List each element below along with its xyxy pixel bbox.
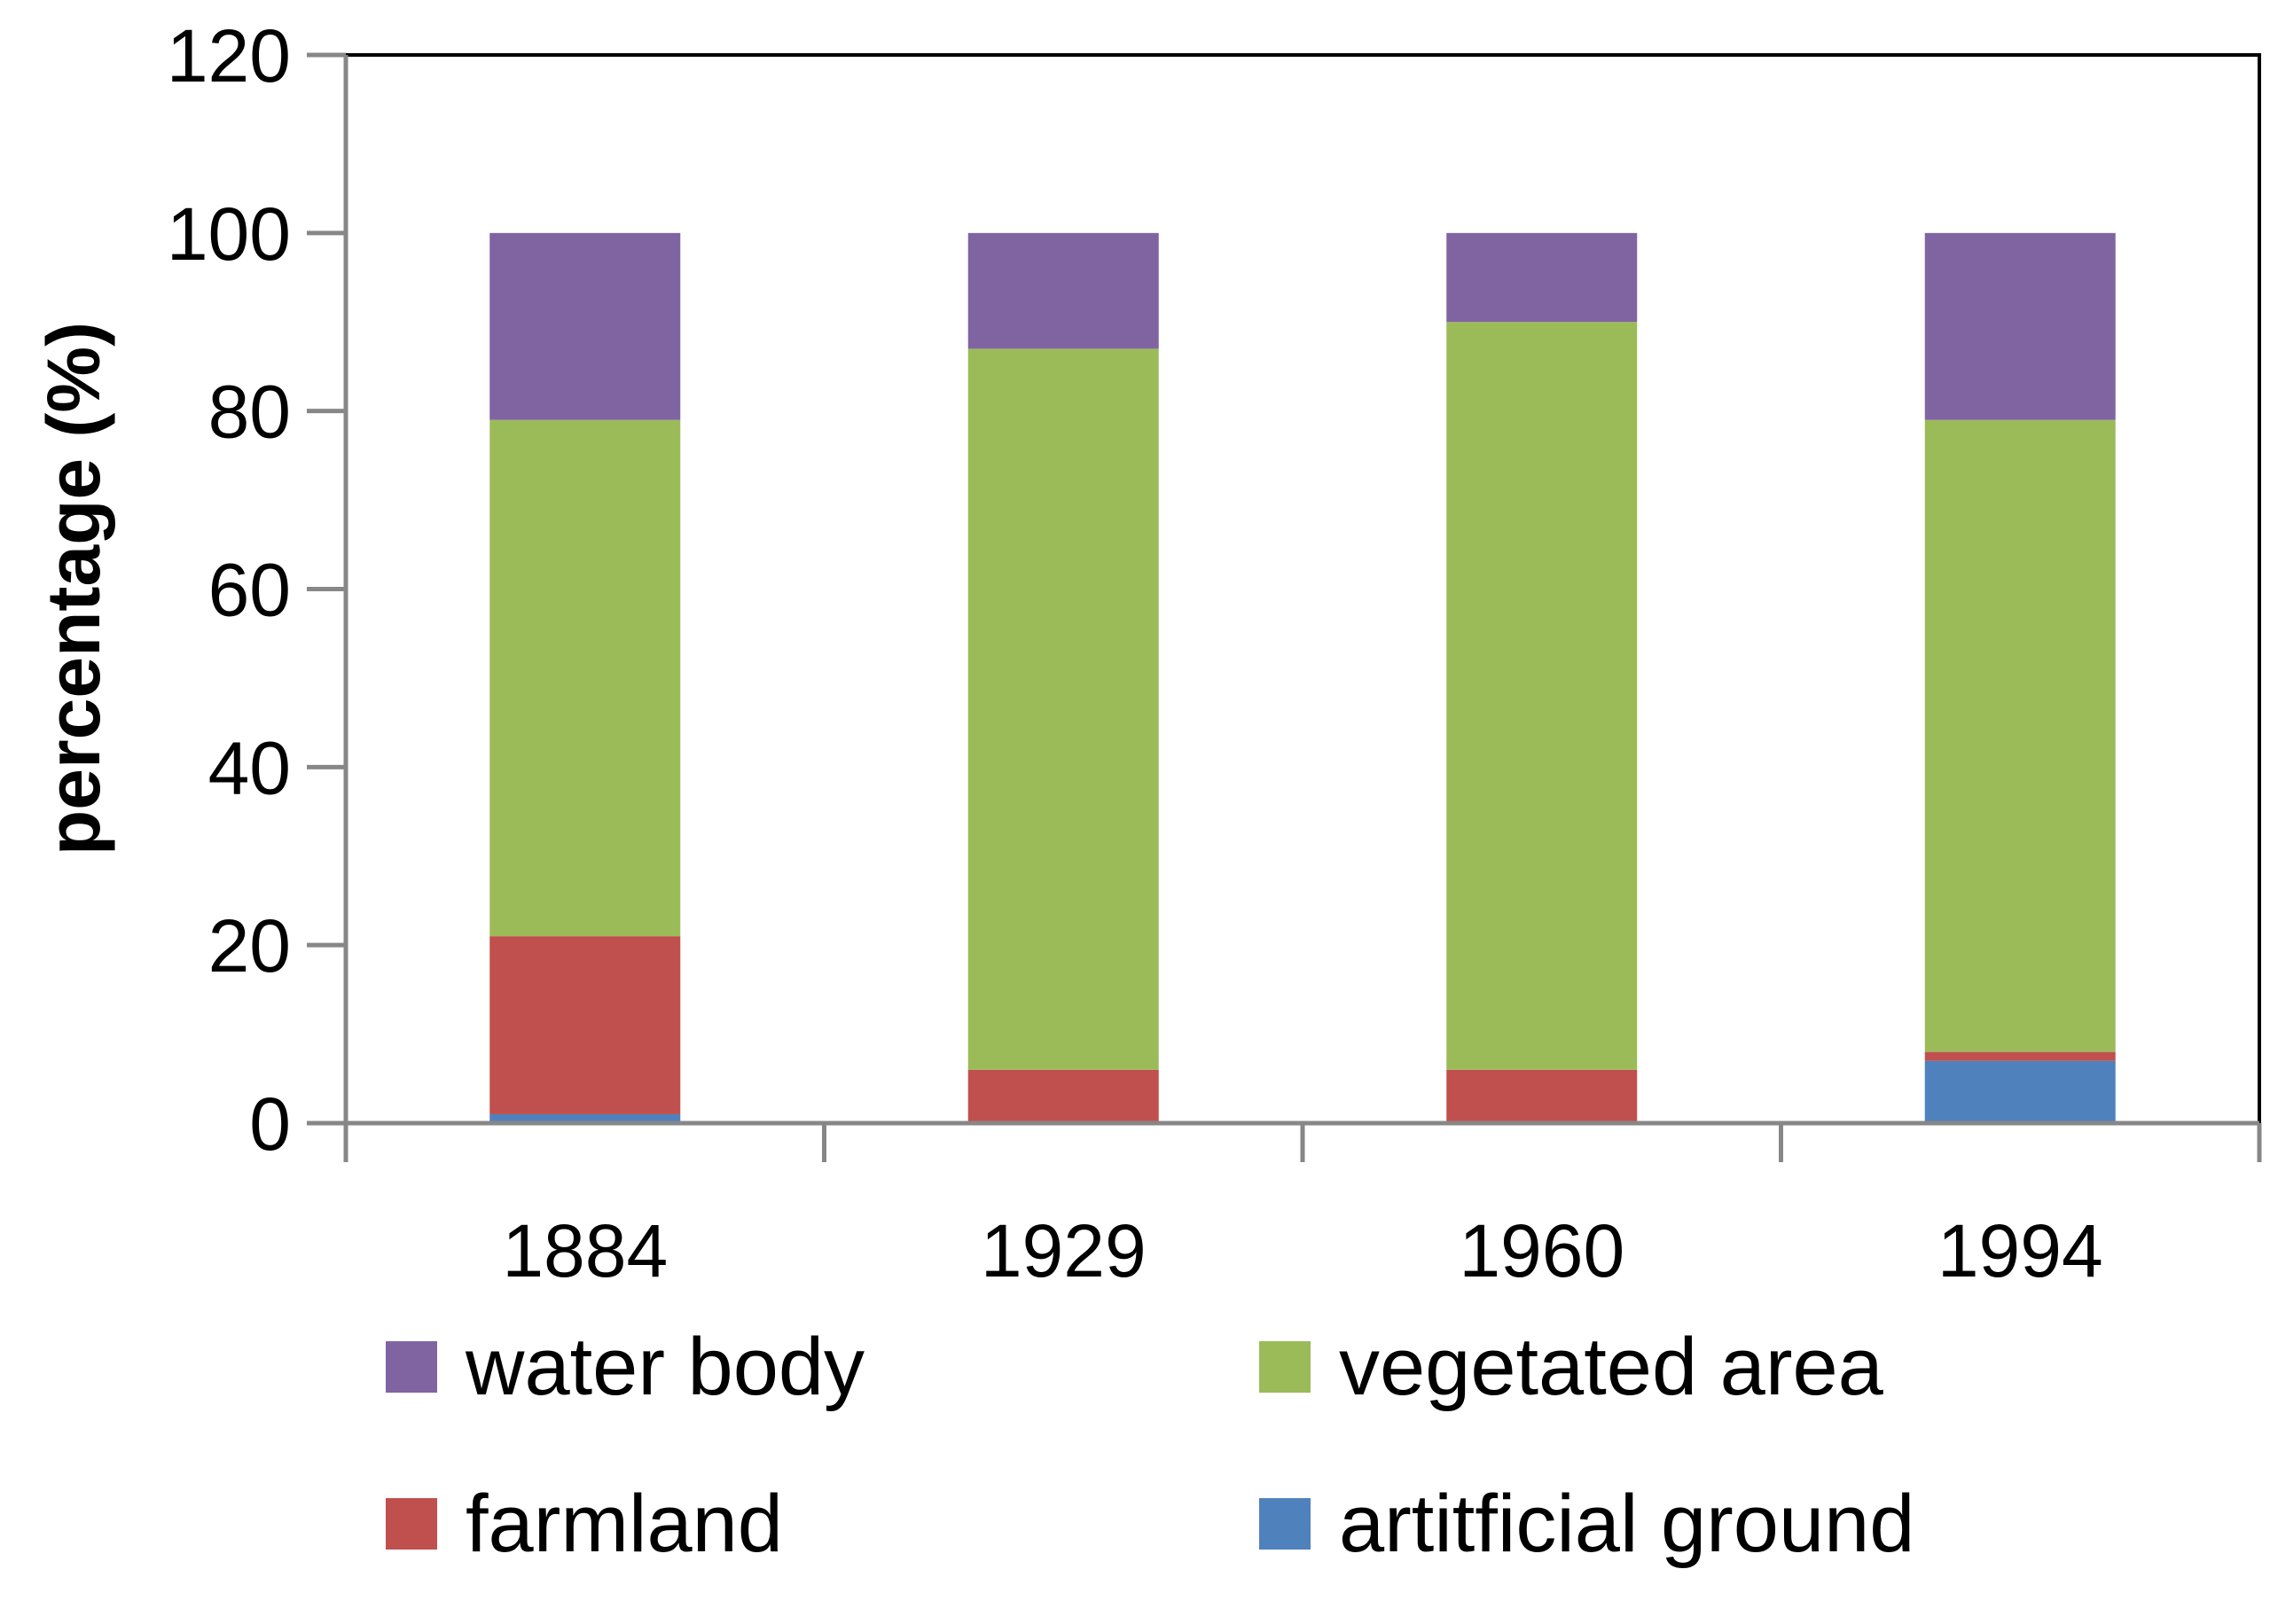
- bar-water-body-1929: [967, 232, 1159, 349]
- bar-vegetated-area-1960: [1446, 322, 1638, 1070]
- bar-water-body-1884: [489, 232, 681, 420]
- legend-label-artitficial-ground: artitficial ground: [1339, 1479, 1914, 1569]
- x-tick-label: 1884: [502, 1209, 668, 1292]
- bar-farmland-1929: [967, 1069, 1159, 1123]
- legend-swatch-farmland: [386, 1498, 437, 1550]
- y-tick-label: 20: [208, 904, 291, 988]
- legend-label-water-body: water body: [465, 1322, 865, 1412]
- axes-group: 0 20 40 60 80 100 120 1884 1929 1960 1994 percentag…: [32, 14, 2262, 1292]
- legend-swatch-artitficial-ground: [1259, 1498, 1311, 1550]
- legend: water body vegetated area farmland artitfic…: [386, 1322, 1914, 1569]
- y-tick-label: 0: [249, 1082, 291, 1166]
- x-tick-label: 1960: [1459, 1209, 1624, 1292]
- bar-vegetated-area-1884: [489, 419, 681, 937]
- bar-water-body-1994: [1924, 232, 2116, 420]
- bar-farmland-1960: [1446, 1069, 1638, 1123]
- y-axis-title: percentage (%): [32, 322, 115, 855]
- bar-farmland-1884: [489, 936, 681, 1114]
- bar-vegetated-area-1994: [1924, 419, 2116, 1052]
- y-tick-label: 80: [208, 371, 291, 454]
- bar-farmland-1994: [1924, 1051, 2116, 1061]
- x-tick-label: 1994: [1937, 1209, 2103, 1292]
- x-tick-label: 1929: [981, 1209, 1147, 1292]
- legend-label-vegetated-area: vegetated area: [1339, 1322, 1884, 1412]
- bar-vegetated-area-1929: [967, 348, 1159, 1070]
- legend-swatch-vegetated-area: [1259, 1341, 1311, 1393]
- legend-swatch-water-body: [386, 1341, 437, 1393]
- y-tick-label: 60: [208, 549, 291, 632]
- bar-artitficial-ground-1884: [489, 1113, 681, 1123]
- y-tick-label: 100: [167, 192, 291, 276]
- y-tick-label: 40: [208, 726, 291, 809]
- bars-group: [489, 232, 2116, 1123]
- bar-water-body-1960: [1446, 232, 1638, 323]
- bar-artitficial-ground-1994: [1924, 1060, 2116, 1123]
- legend-label-farmland: farmland: [466, 1479, 783, 1569]
- y-tick-label: 120: [167, 14, 291, 98]
